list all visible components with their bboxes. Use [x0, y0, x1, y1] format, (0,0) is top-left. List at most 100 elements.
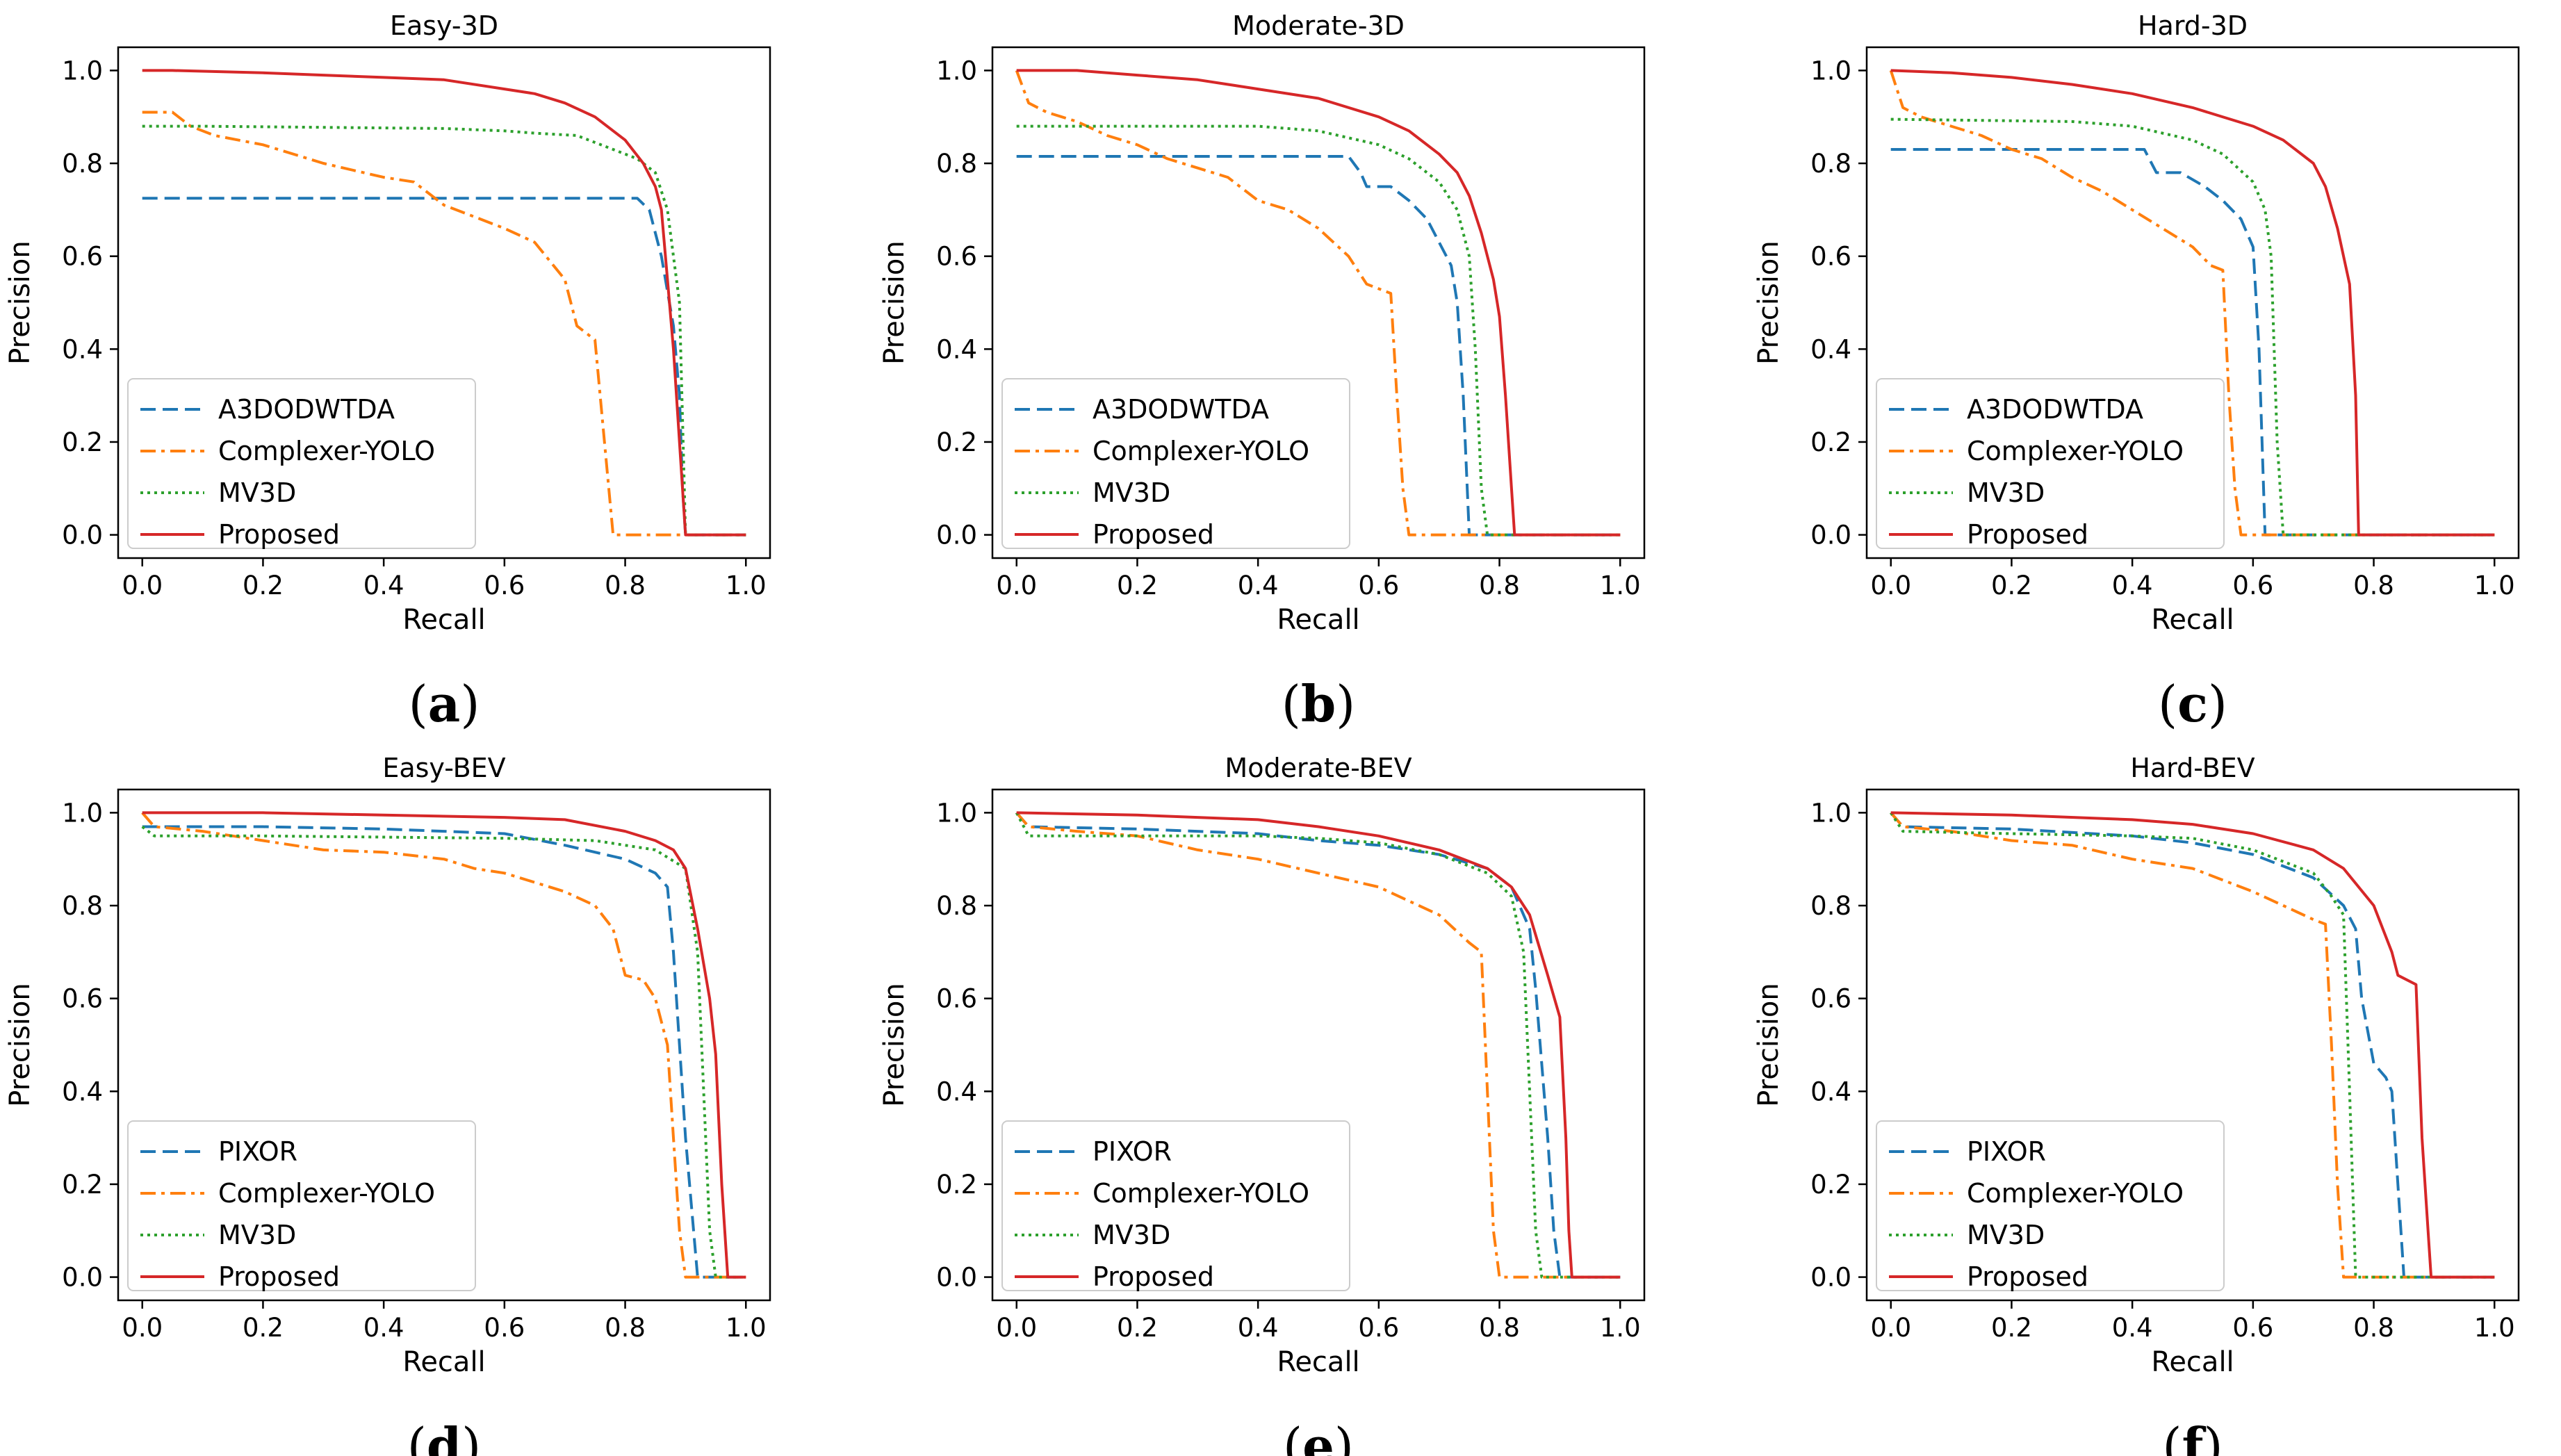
y-tick-label: 0.2 — [62, 427, 103, 457]
y-tick-label: 0.0 — [62, 1263, 103, 1293]
x-tick-label: 0.0 — [996, 571, 1037, 600]
x-tick-label: 0.6 — [484, 1313, 525, 1343]
x-tick-label: 0.0 — [996, 1313, 1037, 1343]
x-tick-label: 0.0 — [122, 1313, 163, 1343]
x-tick-label: 0.4 — [363, 571, 404, 600]
plot-frame — [991, 788, 1646, 1302]
chart-b: 0.0 0.2 0.4 0.6 0.8 1.0 0.0 0.2 0.4 0.6 0.8 1.0 Mode… — [878, 10, 1646, 733]
series-line-pixor — [1890, 812, 2495, 1279]
chart-title: Easy-3D — [390, 10, 498, 41]
y-axis-label: Precision — [4, 240, 36, 364]
legend: A3DODWTDA Complexer-YOLO MV3D Proposed — [127, 378, 476, 550]
y-tick-label: 0.8 — [1810, 891, 1851, 921]
panel-label: (a) — [409, 674, 480, 733]
x-tick-label: 0.6 — [1358, 1313, 1399, 1343]
series-line-proposed — [1016, 69, 1621, 537]
series-line-proposed — [1016, 811, 1621, 1279]
chart-c: 0.0 0.2 0.4 0.6 0.8 1.0 0.0 0.2 0.4 0.6 0.8 1.0 Hard… — [1753, 10, 2520, 733]
y-tick-label: 0.4 — [936, 334, 977, 364]
y-tick-label: 0.0 — [936, 1263, 977, 1293]
y-tick-label: 0.2 — [1810, 427, 1851, 457]
legend-label: Proposed — [1967, 519, 2088, 550]
series-line-proposed — [1890, 69, 2495, 537]
series-line-mv3d — [1890, 117, 2495, 537]
series-line-complexer-yolo — [1890, 812, 2495, 1279]
legend-label: Proposed — [1093, 519, 1214, 550]
chart-title: Easy-BEV — [382, 753, 505, 783]
chart-title: Moderate-BEV — [1225, 753, 1412, 783]
legend-label: MV3D — [1967, 1220, 2045, 1250]
y-tick-label: 0.6 — [1810, 242, 1851, 272]
y-tick-label: 0.2 — [936, 427, 977, 457]
series-line-complexer-yolo — [1015, 812, 1621, 1279]
x-axis-label: Recall — [402, 1346, 485, 1378]
series-line-complexer-yolo — [142, 111, 746, 537]
y-tick-label: 0.2 — [1810, 1170, 1851, 1200]
y-tick-label: 0.4 — [62, 1077, 103, 1106]
chart-e: 0.0 0.2 0.4 0.6 0.8 1.0 0.0 0.2 0.4 0.6 0.8 1.0 Mode… — [878, 753, 1646, 1456]
series-line-complexer-yolo — [1015, 69, 1621, 537]
x-tick-label: 0.4 — [2112, 571, 2153, 600]
y-tick-label: 0.6 — [936, 984, 977, 1014]
legend-box — [1876, 1120, 2225, 1291]
x-tick-label: 0.8 — [2353, 571, 2394, 600]
legend-label: A3DODWTDA — [1093, 394, 1269, 425]
y-tick-label: 0.4 — [1810, 1077, 1851, 1106]
legend-label: A3DODWTDA — [1967, 394, 2143, 425]
x-tick-label: 1.0 — [2474, 1313, 2515, 1343]
series-line-complexer-yolo — [1889, 69, 2495, 537]
legend-label: MV3D — [1967, 477, 2045, 508]
legend-box — [1001, 378, 1350, 549]
legend-label: Complexer-YOLO — [218, 1178, 435, 1209]
y-tick-label: 0.8 — [936, 149, 977, 179]
x-axis-label: Recall — [402, 604, 485, 636]
y-axis-label: Precision — [878, 240, 910, 364]
x-tick-label: 0.6 — [2232, 1313, 2273, 1343]
series-line-proposed — [142, 811, 746, 1279]
x-axis-label: Recall — [2151, 1346, 2234, 1378]
legend-box — [127, 378, 476, 549]
x-tick-label: 0.8 — [2353, 1313, 2394, 1343]
x-tick-label: 1.0 — [2474, 571, 2515, 600]
y-tick-label: 0.8 — [62, 891, 103, 921]
legend-label: Complexer-YOLO — [1093, 1178, 1309, 1209]
legend: PIXOR Complexer-YOLO MV3D Proposed — [127, 1120, 476, 1292]
y-axis-label: Precision — [1753, 240, 1785, 364]
legend-label: PIXOR — [1967, 1136, 2046, 1167]
x-tick-label: 0.4 — [1238, 1313, 1279, 1343]
chart-a: 0.0 0.2 0.4 0.6 0.8 1.0 0.0 0.2 0.4 0.6 0.8 1.0 Easy… — [4, 10, 771, 733]
series-line-mv3d — [1015, 812, 1621, 1279]
x-tick-label: 0.6 — [2232, 571, 2273, 600]
x-tick-label: 0.8 — [605, 1313, 646, 1343]
panel-label: (b) — [1282, 674, 1356, 733]
y-tick-label: 0.6 — [936, 242, 977, 272]
y-tick-label: 0.6 — [62, 984, 103, 1014]
x-tick-label: 0.0 — [1870, 571, 1911, 600]
series-line-proposed — [142, 69, 746, 537]
y-tick-label: 1.0 — [62, 56, 103, 85]
panel-label: (d) — [407, 1416, 482, 1456]
legend-label: Proposed — [1967, 1261, 2088, 1292]
legend-box — [1001, 1120, 1350, 1291]
y-tick-label: 0.0 — [1810, 521, 1851, 550]
y-axis-label: Precision — [878, 983, 910, 1106]
chart-title: Moderate-3D — [1232, 10, 1405, 41]
x-tick-label: 1.0 — [1600, 571, 1641, 600]
legend-label: MV3D — [218, 477, 296, 508]
y-tick-label: 0.6 — [1810, 984, 1851, 1014]
y-tick-label: 0.0 — [62, 521, 103, 550]
panel-letter: a — [428, 674, 461, 733]
x-tick-label: 0.2 — [1991, 571, 2032, 600]
legend-label: PIXOR — [1093, 1136, 1172, 1167]
y-tick-label: 1.0 — [62, 798, 103, 828]
y-tick-label: 1.0 — [1810, 56, 1851, 85]
legend-label: Complexer-YOLO — [1967, 436, 2184, 466]
y-axis-label: Precision — [1753, 983, 1785, 1106]
y-tick-label: 0.8 — [62, 149, 103, 179]
y-tick-label: 0.4 — [62, 334, 103, 364]
panel-letter: d — [427, 1416, 461, 1456]
chart-f: 0.0 0.2 0.4 0.6 0.8 1.0 0.0 0.2 0.4 0.6 0.8 1.0 Hard… — [1753, 753, 2520, 1456]
series-line-mv3d — [141, 825, 746, 1279]
x-tick-label: 0.2 — [1991, 1313, 2032, 1343]
